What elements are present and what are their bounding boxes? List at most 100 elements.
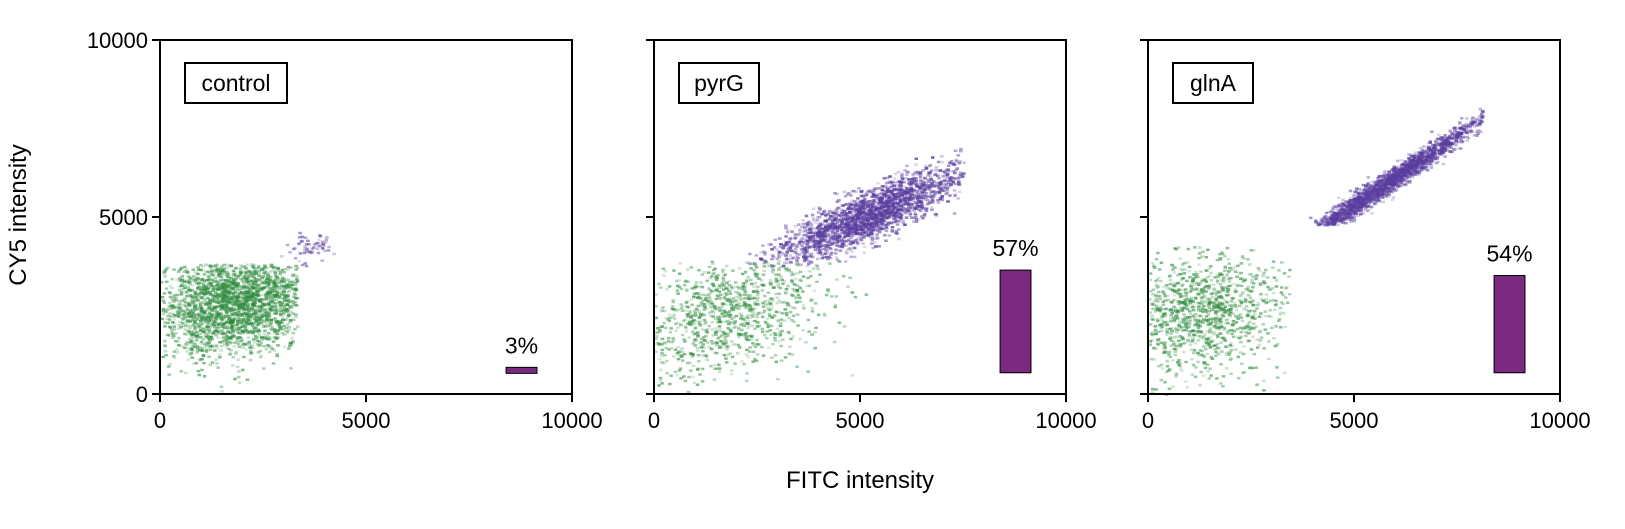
data-point-negative bbox=[185, 343, 189, 346]
data-point-positive bbox=[327, 249, 331, 252]
data-point-negative bbox=[678, 279, 682, 282]
data-point-negative bbox=[206, 297, 210, 300]
data-point-negative bbox=[830, 295, 834, 298]
data-point-negative bbox=[196, 336, 200, 339]
data-point-positive bbox=[931, 201, 935, 204]
data-point-negative bbox=[676, 292, 680, 295]
data-point-negative bbox=[709, 365, 713, 368]
data-point-negative bbox=[241, 330, 245, 333]
data-point-negative bbox=[848, 277, 852, 280]
data-point-negative bbox=[199, 282, 203, 285]
data-point-negative bbox=[660, 382, 664, 385]
data-point-negative bbox=[671, 341, 675, 344]
data-point-negative bbox=[690, 298, 694, 301]
data-point-negative bbox=[222, 317, 226, 320]
data-point-negative bbox=[713, 364, 717, 367]
data-point-negative bbox=[210, 324, 214, 327]
data-point-negative bbox=[735, 296, 739, 299]
data-point-negative bbox=[193, 333, 197, 336]
data-point-negative bbox=[701, 350, 705, 353]
data-point-negative bbox=[725, 293, 729, 296]
data-point-negative bbox=[770, 357, 774, 360]
data-point-negative bbox=[218, 316, 222, 319]
data-point-positive bbox=[303, 262, 307, 265]
data-point-negative bbox=[753, 328, 757, 331]
data-point-negative bbox=[214, 305, 218, 308]
data-point-negative bbox=[693, 287, 697, 290]
data-point-negative bbox=[804, 341, 808, 344]
data-point-negative bbox=[745, 261, 749, 264]
data-point-negative bbox=[796, 313, 800, 316]
data-point-negative bbox=[777, 319, 781, 322]
data-point-positive bbox=[755, 254, 759, 257]
data-point-negative bbox=[791, 335, 795, 338]
data-point-negative bbox=[749, 267, 753, 270]
data-point-negative bbox=[271, 326, 275, 329]
data-point-negative bbox=[699, 313, 703, 316]
data-point-negative bbox=[293, 328, 297, 331]
data-point-positive bbox=[789, 237, 793, 240]
data-point-negative bbox=[823, 314, 827, 317]
data-point-positive bbox=[802, 242, 806, 245]
data-point-negative bbox=[661, 338, 665, 341]
data-point-negative bbox=[813, 290, 817, 293]
data-point-positive bbox=[824, 238, 828, 241]
data-point-negative bbox=[183, 328, 187, 331]
data-point-negative bbox=[202, 331, 206, 334]
data-point-negative bbox=[761, 316, 765, 319]
data-point-negative bbox=[253, 314, 256, 317]
data-point-positive bbox=[774, 239, 778, 242]
data-point-negative bbox=[193, 320, 197, 323]
data-point-negative bbox=[257, 267, 261, 270]
data-point-negative bbox=[177, 344, 181, 347]
data-point-negative bbox=[218, 305, 222, 308]
data-point-positive bbox=[941, 161, 945, 164]
data-point-positive bbox=[794, 237, 798, 240]
data-point-negative bbox=[194, 290, 198, 293]
data-point-negative bbox=[789, 311, 793, 314]
data-point-negative bbox=[814, 347, 818, 350]
data-point-negative bbox=[234, 328, 238, 331]
data-point-negative bbox=[214, 358, 218, 361]
data-point-positive bbox=[796, 257, 800, 260]
data-point-negative bbox=[808, 270, 812, 273]
data-point-negative bbox=[712, 272, 716, 275]
data-point-negative bbox=[763, 265, 767, 268]
data-point-negative bbox=[755, 339, 759, 342]
data-point-negative bbox=[253, 328, 257, 331]
data-point-negative bbox=[200, 269, 204, 272]
data-point-negative bbox=[685, 310, 689, 313]
data-point-negative bbox=[197, 284, 201, 287]
data-point-negative bbox=[798, 297, 802, 300]
data-point-negative bbox=[201, 347, 205, 350]
data-point-negative bbox=[187, 278, 191, 281]
data-point-negative bbox=[734, 325, 738, 328]
data-point-negative bbox=[735, 315, 739, 318]
data-point-negative bbox=[191, 349, 195, 352]
data-point-negative bbox=[701, 294, 705, 297]
data-point-negative bbox=[195, 297, 199, 300]
data-point-negative bbox=[162, 308, 166, 311]
data-point-negative bbox=[742, 290, 746, 293]
data-point-negative bbox=[676, 326, 680, 329]
data-point-negative bbox=[701, 380, 705, 383]
data-point-negative bbox=[275, 353, 279, 356]
data-point-negative bbox=[216, 268, 220, 271]
data-point-negative bbox=[707, 303, 711, 306]
data-point-negative bbox=[680, 347, 684, 350]
data-point-negative bbox=[814, 327, 818, 330]
data-point-negative bbox=[696, 368, 700, 371]
data-point-negative bbox=[730, 318, 734, 321]
data-point-negative bbox=[752, 351, 756, 354]
data-point-positive bbox=[849, 256, 853, 259]
data-point-negative bbox=[706, 300, 710, 303]
data-point-negative bbox=[216, 284, 220, 287]
data-point-negative bbox=[262, 272, 266, 275]
data-point-negative bbox=[780, 318, 784, 321]
data-point-positive bbox=[926, 203, 930, 206]
data-point-negative bbox=[670, 347, 674, 350]
data-point-negative bbox=[274, 287, 278, 290]
data-point-positive bbox=[871, 203, 875, 206]
data-point-negative bbox=[768, 309, 772, 312]
data-point-positive bbox=[789, 247, 793, 250]
